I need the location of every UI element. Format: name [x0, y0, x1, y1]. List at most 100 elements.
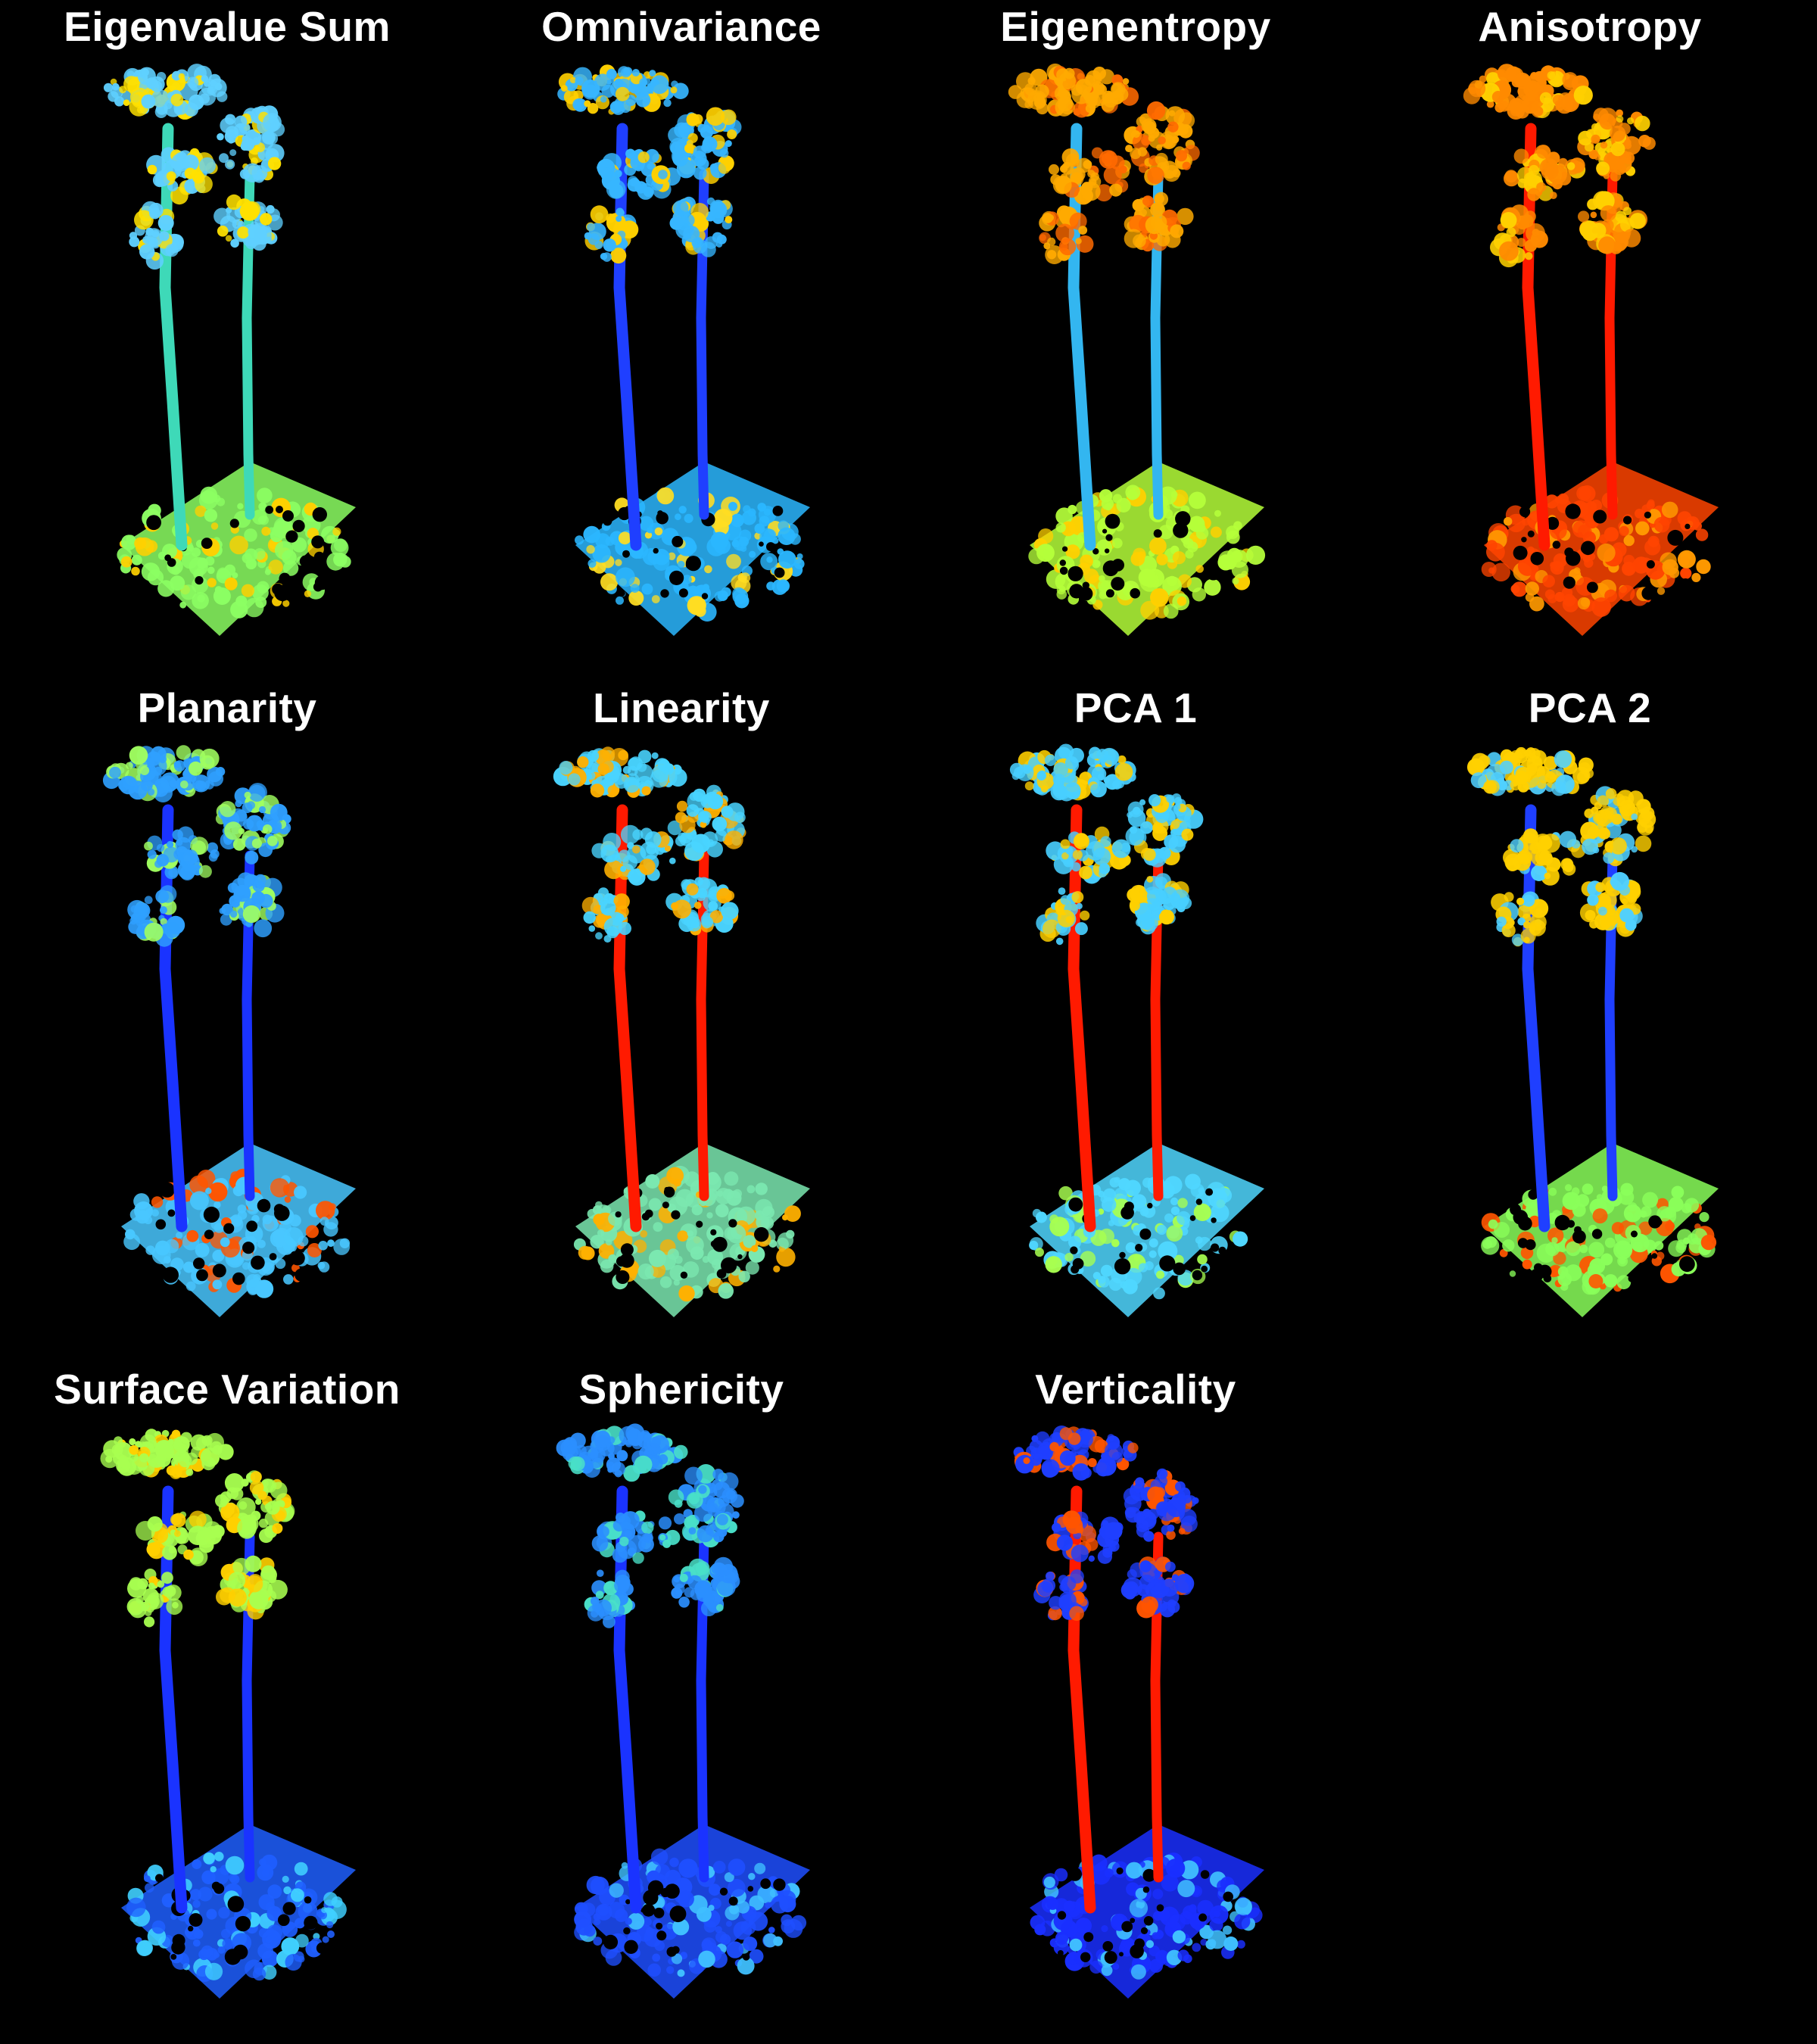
right-tree-crown	[668, 1464, 744, 1548]
left-tree-branches	[591, 824, 676, 886]
left-tree-lower-branches	[126, 1569, 183, 1628]
left-tree-lower-branches	[1039, 205, 1094, 264]
right-tree-crown	[1580, 786, 1656, 867]
left-tree-crown	[100, 1429, 234, 1479]
point-cloud-render	[1009, 743, 1264, 1317]
point-cloud-render	[1466, 746, 1719, 1317]
point-cloud-render	[1463, 64, 1719, 636]
ground-gaps	[1068, 1188, 1226, 1281]
right-tree-crown	[667, 784, 746, 862]
right-tree-branches	[1127, 873, 1192, 935]
point-cloud-render	[100, 1429, 356, 1999]
left-tree-branches	[146, 147, 218, 205]
left-tree-branches	[1046, 826, 1131, 884]
left-tree-trunk	[1067, 804, 1096, 1232]
right-tree-crown	[1124, 101, 1200, 186]
panel-sphericity: Sphericity	[454, 1363, 908, 2044]
left-tree-lower-branches	[1490, 204, 1548, 268]
panel-eigenvalue-sum: Eigenvalue Sum	[0, 0, 454, 681]
left-tree-crown	[1013, 1426, 1139, 1481]
left-tree-trunk	[1522, 123, 1551, 551]
panel-planarity: Planarity	[0, 681, 454, 1363]
left-tree-lower-branches	[1491, 891, 1549, 947]
panel-title: PCA 2	[1528, 684, 1652, 731]
left-tree-trunk	[159, 1485, 188, 1914]
ground-points	[1481, 1182, 1717, 1295]
left-tree-branches	[136, 1510, 225, 1566]
right-tree-branches	[1120, 1556, 1195, 1619]
left-tree-crown	[553, 746, 687, 798]
ground-gaps	[1510, 1189, 1695, 1282]
left-tree-branches	[1046, 1510, 1124, 1564]
panel-title: Verticality	[1035, 1366, 1236, 1413]
left-tree-trunk	[1522, 804, 1551, 1232]
ground-gaps	[146, 506, 329, 602]
ground-gaps	[148, 1182, 308, 1285]
right-tree-branches	[669, 196, 733, 257]
right-tree-branches	[671, 1556, 740, 1616]
left-tree-crown	[1008, 63, 1139, 118]
ground-gaps	[615, 1186, 769, 1284]
left-tree-crown	[1463, 64, 1593, 120]
left-tree-crown	[102, 745, 226, 802]
ground-gaps	[1057, 1867, 1233, 1965]
ground-gaps	[1059, 511, 1221, 601]
panel-title: Anisotropy	[1478, 3, 1702, 50]
point-cloud-render	[102, 745, 356, 1317]
left-tree-branches	[144, 826, 220, 880]
left-tree-lower-branches	[581, 887, 631, 943]
left-tree-lower-branches	[1033, 1569, 1089, 1621]
right-tree-branches	[219, 872, 285, 938]
panel-pca-2: PCA 2	[1363, 681, 1817, 1363]
left-tree-lower-branches	[129, 201, 184, 270]
left-tree-branches	[1503, 828, 1585, 886]
panel-title: Surface Variation	[54, 1366, 400, 1413]
ground-points	[1481, 485, 1711, 617]
right-tree-trunk	[242, 850, 255, 1201]
point-cloud-render	[553, 746, 810, 1317]
left-tree-trunk	[613, 804, 642, 1232]
left-tree-crown	[557, 64, 689, 115]
panel-title: PCA 1	[1074, 684, 1198, 731]
right-tree-crown	[668, 107, 742, 184]
panel-surface-variation: Surface Variation	[0, 1363, 454, 2044]
right-tree-branches	[216, 1555, 288, 1620]
point-cloud-render	[557, 64, 810, 636]
point-cloud-render	[103, 64, 356, 636]
panel-eigenentropy: Eigenentropy	[908, 0, 1363, 681]
left-tree-branches	[597, 148, 681, 200]
left-tree-branches	[1504, 145, 1586, 201]
left-tree-lower-branches	[1036, 887, 1090, 946]
ground-gaps	[1513, 503, 1691, 600]
panel-title: Sphericity	[578, 1366, 784, 1413]
left-tree-branches	[591, 1510, 681, 1564]
left-tree-trunk	[159, 123, 188, 551]
ground-points	[1030, 1852, 1263, 1980]
right-tree-crown	[1123, 1468, 1199, 1542]
ground-points	[1028, 485, 1266, 620]
left-tree-crown	[556, 1423, 688, 1482]
right-tree-crown	[215, 783, 291, 865]
ground-gaps	[603, 1878, 786, 1961]
right-tree-crown	[215, 1470, 295, 1544]
panel-omnivariance: Omnivariance	[454, 0, 908, 681]
point-cloud-render	[1008, 63, 1266, 636]
right-tree-trunk	[696, 850, 709, 1201]
left-tree-branches	[1049, 147, 1131, 205]
right-tree-crown	[1577, 107, 1656, 182]
ground-points	[117, 486, 351, 618]
point-cloud-render	[556, 1423, 810, 1999]
panel-title: Eigenvalue Sum	[64, 3, 391, 50]
left-tree-crown	[1466, 746, 1594, 796]
panel-title: Linearity	[593, 684, 770, 731]
left-tree-lower-branches	[584, 205, 639, 264]
left-tree-lower-branches	[127, 885, 185, 947]
panel-title: Planarity	[137, 684, 317, 731]
panel-title: Omnivariance	[541, 3, 821, 50]
right-tree-crown	[217, 105, 285, 183]
right-tree-branches	[665, 877, 739, 936]
panel-linearity: Linearity	[454, 681, 908, 1363]
right-tree-branches	[213, 194, 283, 251]
right-tree-branches	[1578, 191, 1648, 254]
